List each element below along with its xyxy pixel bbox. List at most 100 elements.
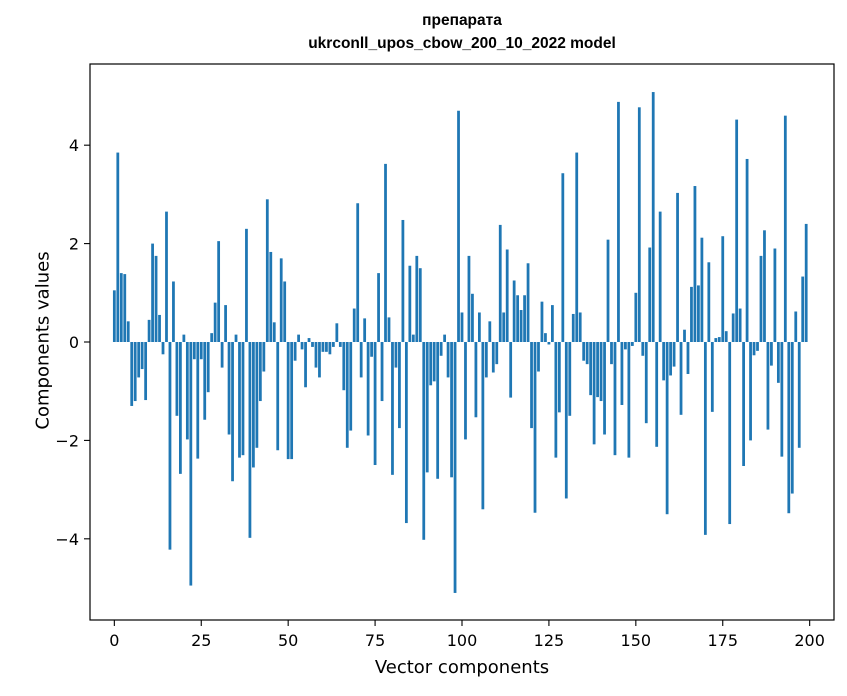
bar — [238, 342, 241, 458]
bar — [283, 281, 287, 342]
bar — [794, 311, 798, 342]
bar — [690, 286, 693, 342]
bar — [425, 342, 429, 473]
bar — [537, 342, 540, 372]
bar — [151, 243, 154, 342]
bar — [547, 342, 551, 345]
bar — [491, 342, 495, 373]
bar — [467, 255, 471, 342]
bar — [773, 248, 777, 342]
bar — [735, 119, 739, 342]
bar — [366, 342, 370, 436]
bar — [158, 314, 161, 342]
bar — [325, 342, 328, 352]
bar — [749, 342, 752, 441]
bar — [530, 342, 533, 429]
bar — [516, 295, 520, 342]
bar — [620, 342, 624, 405]
bar — [335, 323, 339, 342]
bar — [453, 342, 457, 593]
bar — [582, 342, 586, 361]
bar — [724, 331, 728, 342]
bar — [293, 342, 297, 361]
bar — [331, 342, 335, 347]
x-tick-label: 125 — [534, 631, 565, 650]
bar — [575, 152, 579, 342]
y-tick-label: −2 — [55, 431, 79, 450]
bar — [446, 342, 450, 378]
bar — [245, 228, 248, 342]
bar — [130, 342, 134, 406]
bar — [655, 342, 659, 447]
bar — [801, 276, 805, 342]
bar — [175, 342, 179, 416]
bar — [700, 237, 704, 342]
bar — [265, 199, 269, 342]
bar — [766, 342, 770, 430]
bar — [644, 342, 648, 424]
bar — [551, 305, 554, 342]
bar — [387, 317, 391, 342]
bar — [617, 101, 620, 343]
bar — [192, 342, 196, 360]
bar — [297, 334, 300, 342]
bar — [404, 342, 408, 524]
bar — [540, 301, 544, 342]
bar — [338, 342, 342, 347]
bar — [533, 342, 537, 513]
bar — [498, 224, 502, 342]
bar — [272, 322, 276, 342]
bar — [179, 342, 182, 474]
bar — [161, 342, 165, 355]
bar — [495, 342, 499, 365]
bar — [797, 342, 801, 448]
bar — [484, 342, 488, 378]
bar — [658, 211, 662, 342]
bar — [269, 251, 273, 342]
bar — [248, 342, 252, 538]
bar — [112, 290, 116, 342]
bar — [443, 334, 447, 342]
bar — [578, 312, 582, 342]
bar — [477, 312, 481, 342]
bar — [505, 249, 509, 342]
bar — [728, 342, 732, 525]
bar — [165, 211, 168, 342]
bar — [571, 313, 575, 342]
bar — [648, 247, 652, 342]
bar — [199, 342, 203, 360]
bar — [790, 342, 794, 494]
bar — [731, 313, 735, 342]
bar — [217, 241, 221, 342]
x-tick-label: 75 — [365, 631, 385, 650]
bar — [345, 342, 349, 448]
bar — [429, 342, 433, 386]
bar — [717, 337, 721, 342]
bar — [603, 342, 606, 435]
bar — [391, 342, 394, 475]
bar — [300, 342, 304, 350]
bar — [196, 342, 200, 459]
bar — [370, 342, 373, 357]
bar — [776, 342, 780, 383]
x-tick-label: 50 — [278, 631, 298, 650]
bar — [488, 321, 492, 342]
bar — [665, 342, 669, 515]
bar — [206, 342, 210, 393]
bar — [512, 280, 516, 342]
bar — [669, 342, 672, 376]
bar — [651, 92, 655, 342]
bar — [321, 342, 325, 352]
bar — [641, 342, 645, 356]
x-tick-label: 100 — [447, 631, 478, 650]
bar — [787, 342, 791, 514]
bar — [686, 342, 690, 374]
bar — [564, 342, 568, 499]
bar — [596, 342, 599, 398]
bar — [707, 262, 711, 342]
bar — [314, 342, 318, 368]
bar — [154, 255, 158, 342]
bar — [471, 293, 474, 342]
bar — [634, 292, 638, 342]
bar — [116, 152, 120, 342]
